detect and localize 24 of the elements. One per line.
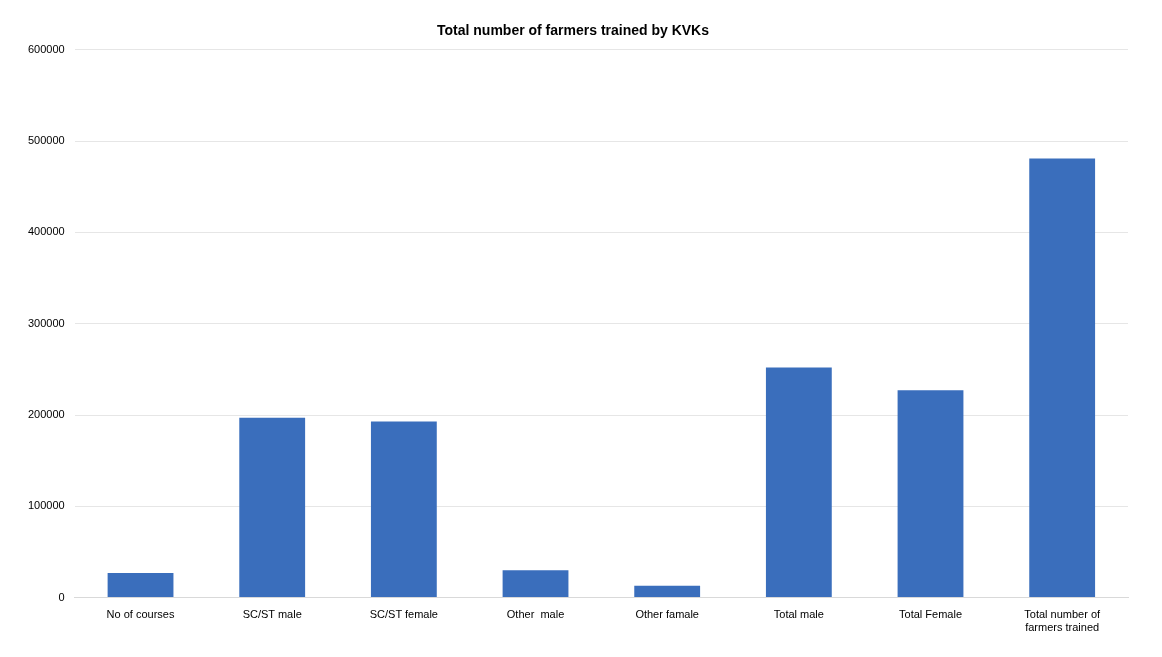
x-tick-label: Total number of farmers trained (1024, 608, 1102, 634)
y-tick-label: 100000 (27, 499, 65, 512)
x-tick-label: SC/ST female (369, 608, 438, 621)
chart-title: Total number of farmers trained by KVKs (436, 22, 710, 39)
y-tick-label: 0 (58, 590, 65, 603)
bar (239, 417, 306, 598)
x-tick-label: Total male (773, 608, 824, 621)
y-tick-label: 200000 (27, 408, 65, 421)
y-tick-label: 400000 (27, 225, 65, 238)
bar (897, 390, 964, 598)
x-tick-label: Other famale (635, 608, 699, 621)
x-tick-label: No of courses (106, 608, 175, 621)
x-tick-label: Other male (506, 608, 565, 621)
y-tick-label: 500000 (27, 134, 65, 147)
bar (765, 367, 832, 598)
bar (634, 585, 701, 598)
bar (107, 572, 174, 598)
bar (502, 570, 569, 598)
y-tick-label: 300000 (27, 316, 65, 329)
x-tick-label: SC/ST male (242, 608, 302, 621)
x-tick-label: Total Female (899, 608, 962, 621)
bar (1029, 158, 1096, 598)
bar (370, 421, 437, 598)
y-tick-label: 600000 (27, 42, 65, 55)
